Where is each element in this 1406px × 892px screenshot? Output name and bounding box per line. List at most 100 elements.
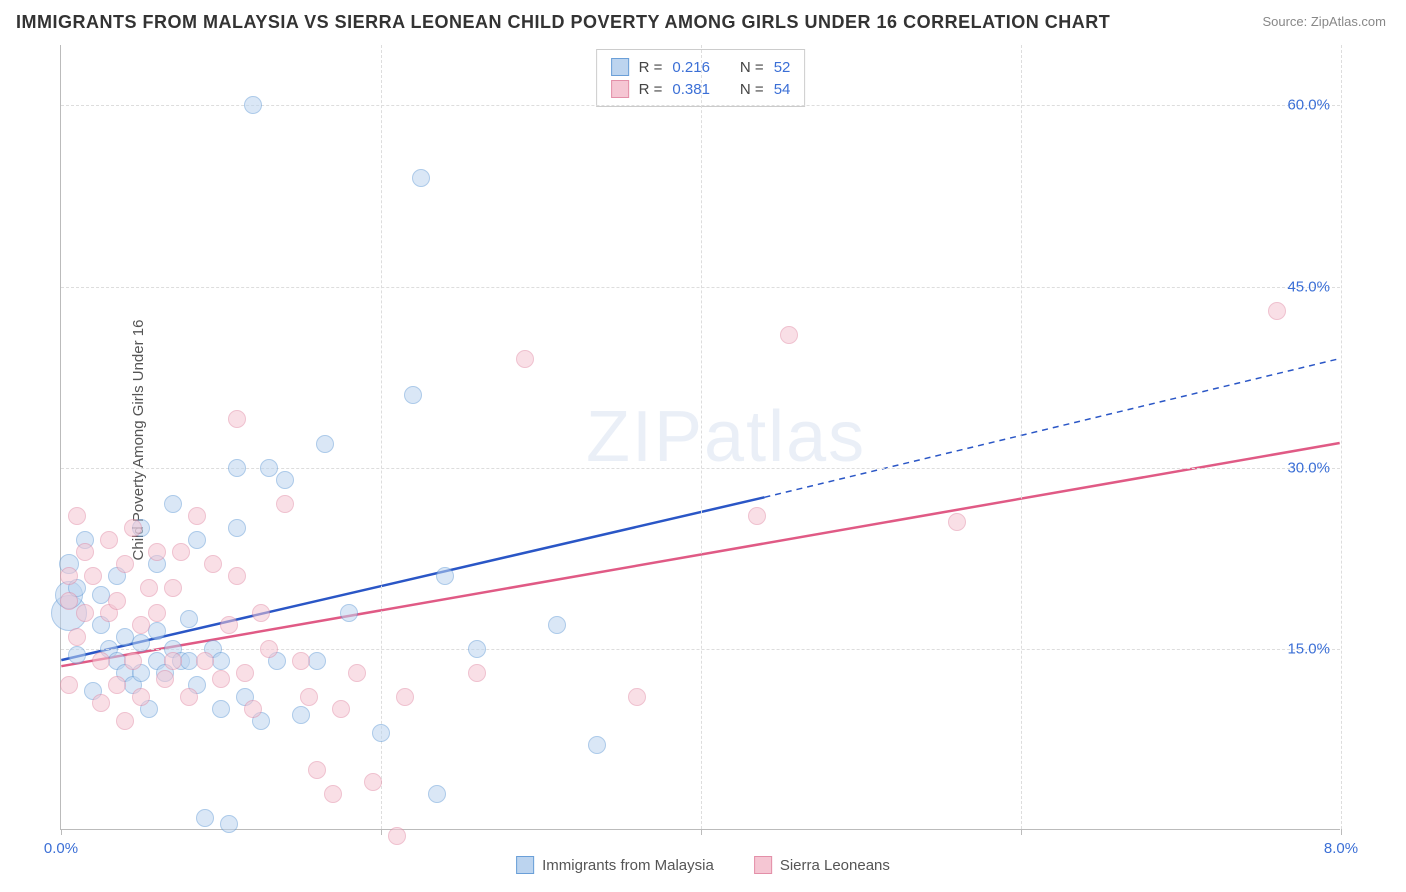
scatter-point — [100, 531, 118, 549]
scatter-point — [84, 567, 102, 585]
scatter-point — [388, 827, 406, 845]
scatter-point — [748, 507, 766, 525]
scatter-point — [244, 700, 262, 718]
scatter-point — [260, 640, 278, 658]
r-value-sierra: 0.381 — [672, 81, 710, 98]
scatter-point — [148, 604, 166, 622]
n-value-sierra: 54 — [774, 81, 791, 98]
scatter-point — [116, 555, 134, 573]
n-label: N = — [740, 59, 764, 76]
scatter-point — [148, 543, 166, 561]
scatter-point — [276, 471, 294, 489]
chart-container: IMMIGRANTS FROM MALAYSIA VS SIERRA LEONE… — [0, 0, 1406, 892]
scatter-point — [60, 567, 78, 585]
y-tick-label: 45.0% — [1287, 278, 1330, 295]
n-label: N = — [740, 81, 764, 98]
scatter-point — [364, 773, 382, 791]
scatter-point — [468, 664, 486, 682]
source-attribution: Source: ZipAtlas.com — [1262, 14, 1386, 29]
scatter-point — [156, 670, 174, 688]
r-label: R = — [639, 81, 663, 98]
x-tick-label: 8.0% — [1324, 840, 1358, 857]
legend-series: Immigrants from Malaysia Sierra Leoneans — [516, 856, 890, 874]
scatter-point — [180, 688, 198, 706]
scatter-point — [188, 531, 206, 549]
scatter-point — [212, 700, 230, 718]
scatter-point — [948, 513, 966, 531]
scatter-point — [212, 652, 230, 670]
x-tick-label: 0.0% — [44, 840, 78, 857]
n-value-malaysia: 52 — [774, 59, 791, 76]
scatter-point — [68, 646, 86, 664]
scatter-point — [164, 579, 182, 597]
trend-line-dashed — [764, 359, 1339, 498]
x-tick-mark — [61, 829, 62, 835]
x-tick-mark — [701, 829, 702, 835]
gridline-v — [1021, 45, 1022, 829]
scatter-point — [108, 676, 126, 694]
scatter-point — [404, 386, 422, 404]
scatter-point — [188, 507, 206, 525]
scatter-point — [252, 604, 270, 622]
plot-area: ZIPatlas R = 0.216 N = 52 R = 0.381 N = … — [60, 45, 1340, 830]
scatter-point — [516, 350, 534, 368]
y-tick-label: 15.0% — [1287, 640, 1330, 657]
scatter-point — [276, 495, 294, 513]
scatter-point — [1268, 302, 1286, 320]
scatter-point — [132, 688, 150, 706]
source-prefix: Source: — [1262, 14, 1310, 29]
scatter-point — [220, 815, 238, 833]
scatter-point — [428, 785, 446, 803]
scatter-point — [196, 652, 214, 670]
scatter-point — [260, 459, 278, 477]
legend-item-sierra: Sierra Leoneans — [754, 856, 890, 874]
scatter-point — [140, 579, 158, 597]
r-value-malaysia: 0.216 — [672, 59, 710, 76]
scatter-point — [548, 616, 566, 634]
scatter-point — [164, 495, 182, 513]
scatter-point — [68, 628, 86, 646]
scatter-point — [332, 700, 350, 718]
scatter-point — [300, 688, 318, 706]
watermark: ZIPatlas — [586, 396, 866, 478]
scatter-point — [76, 604, 94, 622]
chart-title: IMMIGRANTS FROM MALAYSIA VS SIERRA LEONE… — [16, 12, 1110, 33]
scatter-point — [148, 622, 166, 640]
scatter-point — [236, 664, 254, 682]
watermark-thin: atlas — [704, 397, 866, 477]
scatter-point — [372, 724, 390, 742]
scatter-point — [116, 712, 134, 730]
scatter-point — [228, 567, 246, 585]
x-tick-mark — [1341, 829, 1342, 835]
scatter-point — [60, 676, 78, 694]
source-name: ZipAtlas.com — [1311, 14, 1386, 29]
scatter-point — [468, 640, 486, 658]
scatter-point — [132, 616, 150, 634]
scatter-point — [132, 634, 150, 652]
scatter-point — [180, 610, 198, 628]
scatter-point — [412, 169, 430, 187]
scatter-point — [220, 616, 238, 634]
scatter-point — [324, 785, 342, 803]
y-tick-label: 30.0% — [1287, 459, 1330, 476]
scatter-point — [228, 519, 246, 537]
scatter-point — [228, 410, 246, 428]
scatter-point — [172, 543, 190, 561]
trend-line-solid — [61, 497, 764, 660]
scatter-point — [292, 652, 310, 670]
legend-label-malaysia: Immigrants from Malaysia — [542, 857, 714, 874]
scatter-point — [92, 694, 110, 712]
legend-swatch-malaysia — [611, 58, 629, 76]
legend-swatch-malaysia-icon — [516, 856, 534, 874]
gridline-v — [1341, 45, 1342, 829]
legend-swatch-sierra — [611, 80, 629, 98]
scatter-point — [436, 567, 454, 585]
scatter-point — [212, 670, 230, 688]
legend-swatch-sierra-icon — [754, 856, 772, 874]
gridline-v — [381, 45, 382, 829]
scatter-point — [316, 435, 334, 453]
x-tick-mark — [1021, 829, 1022, 835]
watermark-bold: ZIP — [586, 397, 704, 477]
scatter-point — [92, 652, 110, 670]
y-tick-label: 60.0% — [1287, 97, 1330, 114]
